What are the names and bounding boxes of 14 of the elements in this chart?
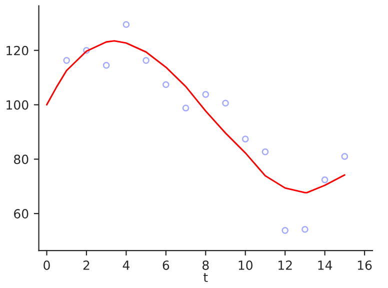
x-tick-label: 16: [358, 260, 372, 270]
x-tick-label: 2: [83, 260, 90, 270]
x-tick-label: 10: [238, 260, 252, 270]
x-axis-title: t: [204, 273, 208, 282]
x-tick-label: 14: [318, 260, 332, 270]
x-tick-label: 6: [162, 260, 170, 270]
x-tick-label: 0: [44, 260, 50, 270]
x-tick-label: 4: [122, 260, 130, 270]
y-tick-label: 100: [6, 100, 28, 110]
y-tick-label: 120: [6, 46, 28, 56]
x-tick-label: 8: [202, 260, 209, 270]
y-tick-label: 60: [14, 209, 28, 218]
y-tick-label: 80: [14, 154, 28, 164]
x-tick-label: 12: [278, 260, 292, 270]
